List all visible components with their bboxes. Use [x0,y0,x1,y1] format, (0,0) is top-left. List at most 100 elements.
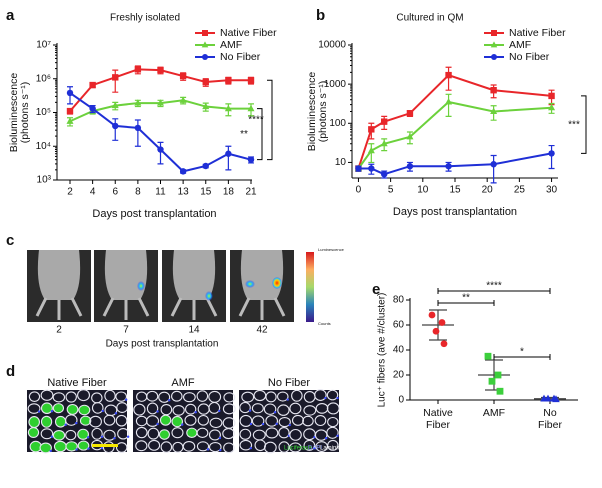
nucleus [113,437,116,440]
x-tick-label: 5 [388,185,394,196]
fiber [222,428,235,440]
error-bar [548,144,555,170]
marker [89,81,96,89]
signal [137,281,145,291]
nucleus [156,410,159,413]
fiber [251,415,265,427]
nucleus [50,435,54,438]
marker [406,133,414,140]
marker [484,352,492,360]
fiber [91,427,103,440]
nucleus [194,411,197,414]
histology-panel: Native Fiber AMF No Fiber Luciferase DAP… [27,377,341,454]
y-tick-label: 20 [393,370,405,381]
y-tick-label: 10⁵ [36,107,51,118]
nucleus [313,447,316,450]
fiber [102,441,115,454]
error-bar [445,66,452,91]
signal [205,291,213,301]
marker [440,340,448,348]
fiber [326,426,339,439]
day-label: 2 [56,325,62,336]
nucleus [126,435,130,438]
x-axis-label: Days post transplantation [92,208,216,220]
fiber [276,391,289,402]
significance-bracket [493,354,551,360]
x-tick-label: 21 [245,187,257,198]
marker [112,122,119,130]
fiber [241,391,255,403]
legend-label: Native Fiber [509,27,566,39]
y-tick-label: 10000 [318,40,346,51]
marker [548,92,555,100]
fiber [239,401,251,414]
marker [355,165,362,172]
significance-bracket [581,95,587,154]
marker [134,66,142,73]
y-axis-label: Bioluminescence [306,72,318,152]
x-tick-label: 18 [223,187,235,198]
nucleus [64,423,67,426]
marker [490,107,498,115]
y-tick-label: 60 [393,320,405,331]
marker [111,101,119,109]
panel-letter: a [6,7,15,24]
fiber [135,440,148,452]
fiber [40,402,53,415]
significance-label: ** [240,129,248,140]
marker [89,105,96,112]
fiber [291,389,303,402]
fiber [171,415,183,428]
nucleus [286,398,289,401]
marker [66,89,74,97]
fiber [27,403,41,414]
fiber [263,403,277,415]
y-tick-label: 40 [393,345,405,356]
fiber [278,427,290,439]
fiber [209,417,223,429]
fiber [303,439,316,451]
fiber [184,403,197,415]
nucleus [248,409,252,412]
colorbar-title: Luminescence [318,247,345,252]
marker [380,171,388,178]
fiber [182,392,196,403]
nucleus [261,422,265,426]
marker [368,165,375,172]
fiber [208,429,221,441]
x-tick-label: 13 [178,187,190,198]
fiber [146,390,159,402]
y-tick-label: 100 [329,118,346,129]
marker [112,74,119,81]
fiber [52,392,66,403]
nucleus [324,436,328,440]
fiber [115,391,128,402]
marker [488,377,496,385]
sd-bar [429,309,447,341]
mouse-legs [35,297,83,320]
fiber [158,429,170,440]
fiber [52,429,66,441]
legend-label: No Fiber [509,51,550,63]
y-axis-label: Bioluminescence [8,73,20,153]
fiber [326,402,340,415]
fiber [303,405,317,416]
nucleus [49,449,52,453]
fiber [53,440,67,453]
marker [225,77,232,84]
fiber [208,441,222,453]
y-tick-label: 10⁴ [36,141,51,152]
mouse-legs [170,297,218,320]
marker [445,98,453,105]
day-label: 7 [123,325,129,336]
significance-label: *** [568,119,580,130]
marker [225,150,232,157]
line-chart: 10³ 10⁴ 10⁵ 10⁶ 10⁷ 2 4 6 8 11 13 15 18 21 Freshly iso… [8,13,277,220]
stain-label: Laminin [320,446,341,452]
nucleus [249,422,253,426]
fiber [116,402,129,413]
fiber [133,403,146,416]
fiber [302,415,314,427]
marker [367,146,375,154]
fiber [115,414,128,427]
